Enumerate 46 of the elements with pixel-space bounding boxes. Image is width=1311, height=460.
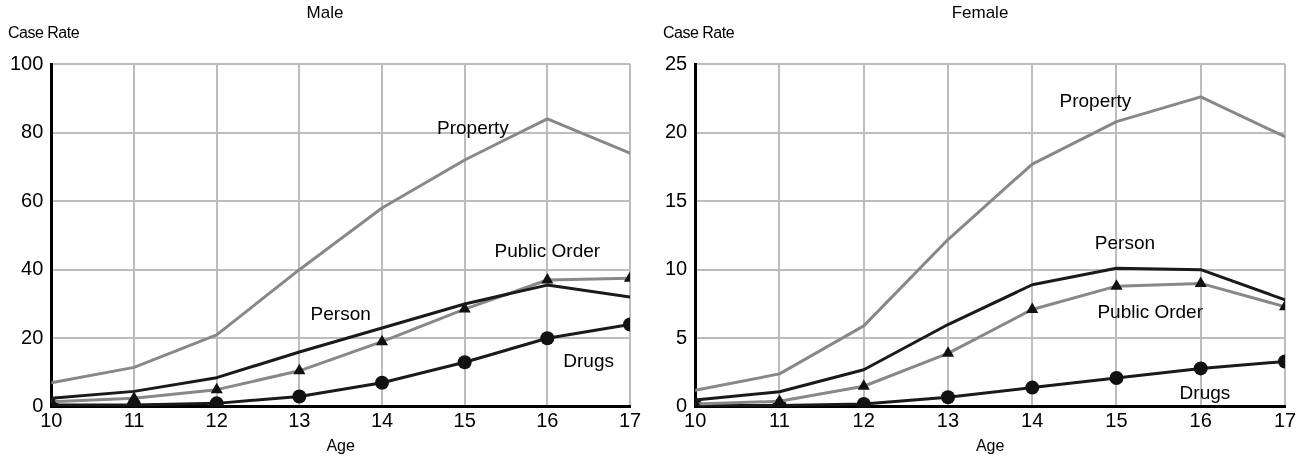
y-tick-label: 10	[665, 257, 688, 280]
y-tick-label: 100	[9, 51, 44, 74]
series-label: Person	[310, 303, 371, 325]
x-tick-label: 15	[453, 409, 476, 432]
x-tick-label: 13	[288, 409, 311, 432]
point	[1193, 361, 1208, 376]
chart-title: Female	[950, 2, 1010, 24]
series-label: Property	[437, 117, 510, 139]
x-tick-label: 17	[1273, 409, 1297, 432]
x-tick-label: 16	[1189, 409, 1212, 432]
point	[457, 355, 472, 370]
y-tick-label: 60	[21, 188, 44, 211]
y-axis-title: Case Rate	[662, 24, 736, 43]
x-tick-label: 14	[370, 409, 394, 432]
x-tick-label: 15	[1105, 409, 1128, 432]
x-tick-label: 13	[936, 409, 960, 432]
y-tick-label: 15	[665, 188, 688, 211]
point	[941, 390, 955, 405]
y-tick-label: 20	[21, 325, 44, 348]
point	[1025, 380, 1040, 395]
series-label: Public Order	[1097, 301, 1204, 323]
point	[375, 375, 390, 390]
series-label: Property	[1059, 90, 1132, 112]
y-tick-label: 80	[21, 120, 44, 143]
x-tick-label: 12	[852, 409, 875, 432]
point	[540, 331, 555, 346]
x-axis-title: Age	[975, 436, 1005, 454]
x-tick-label: 16	[536, 409, 559, 432]
x-axis-title: Age	[326, 436, 356, 454]
x-tick-label: 11	[123, 409, 145, 432]
x-tick-label: 17	[618, 409, 642, 432]
y-tick-label: 40	[21, 257, 44, 280]
x-tick-label: 12	[205, 409, 228, 432]
x-tick-label: 14	[1021, 409, 1044, 432]
x-tick-label: 11	[769, 409, 790, 432]
y-tick-label: 5	[676, 325, 688, 348]
series-label: Drugs	[563, 349, 615, 371]
point	[1109, 371, 1124, 386]
series-label: Person	[1094, 231, 1156, 253]
y-axis-title: Case Rate	[7, 24, 81, 43]
y-tick-label: 25	[665, 51, 688, 74]
y-tick-label: 20	[665, 120, 688, 143]
series-label: Public Order	[494, 240, 601, 262]
chart-title: Male	[305, 2, 345, 24]
series-label: Drugs	[1179, 382, 1231, 404]
point	[292, 389, 307, 404]
